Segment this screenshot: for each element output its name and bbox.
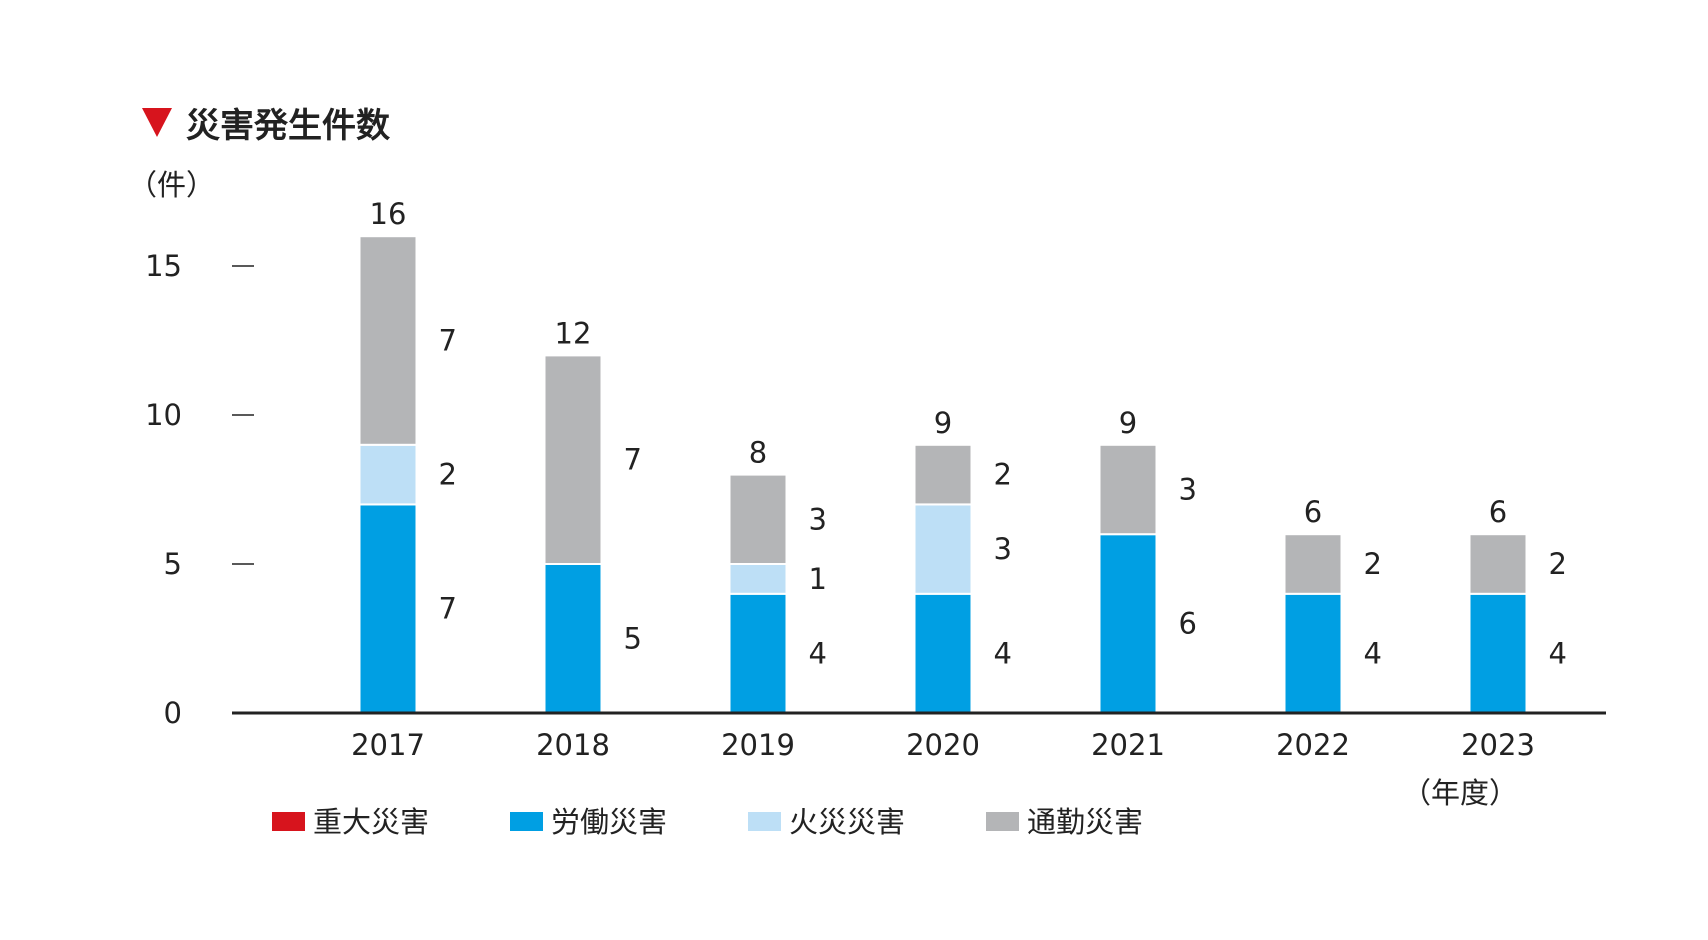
bar-segment: [358, 503, 418, 714]
legend-swatch: [986, 812, 1019, 831]
bar-total-label: 6: [1489, 495, 1507, 529]
bar-total-label: 9: [1119, 406, 1137, 440]
segment-value-label: 2: [1549, 547, 1567, 581]
legend: 重大災害 労働災害 火災災害 通勤災害: [272, 805, 1143, 839]
bar-segment: [1283, 592, 1343, 714]
legend-swatch: [272, 812, 305, 831]
bar-segment: [543, 354, 603, 565]
segment-value-label: 7: [624, 443, 642, 477]
x-axis-suffix: （年度）: [1402, 776, 1518, 810]
bar-segment: [1098, 443, 1158, 536]
x-tick-label: 2018: [536, 728, 610, 762]
legend-label: 通勤災害: [1027, 805, 1143, 839]
legend-label: 労働災害: [551, 805, 667, 839]
bar-segment: [1468, 592, 1528, 714]
legend-swatch: [510, 812, 543, 831]
segment-value-label: 6: [1179, 607, 1197, 641]
x-tick-label: 2017: [351, 728, 425, 762]
bar-segment: [543, 563, 603, 714]
y-tick-label: 0: [164, 696, 182, 730]
bar-segment: [728, 473, 788, 566]
bar-segment: [913, 592, 973, 714]
legend-swatch: [748, 812, 781, 831]
y-tick-label: 10: [145, 398, 182, 432]
x-tick-label: 2023: [1461, 728, 1535, 762]
segment-value-label: 4: [1364, 636, 1382, 670]
x-axis: 2017 2018 2019 2020 2021 2022 2023: [351, 728, 1535, 762]
chart-title: 災害発生件数: [186, 106, 390, 146]
bar-total-label: 6: [1304, 495, 1322, 529]
x-tick-label: 2019: [721, 728, 795, 762]
segment-value-label: 2: [994, 458, 1012, 492]
bar-segment: [913, 443, 973, 506]
segment-value-label: 4: [809, 636, 827, 670]
bar-total-label: 8: [749, 436, 767, 470]
segment-value-label: 7: [439, 324, 457, 358]
x-tick-label: 2022: [1276, 728, 1350, 762]
segment-value-label: 5: [624, 622, 642, 656]
x-tick-label: 2020: [906, 728, 980, 762]
bar-total-label: 9: [934, 406, 952, 440]
bar-segment: [358, 443, 418, 506]
segment-value-label: 1: [809, 562, 827, 596]
y-tick-label: 5: [164, 547, 182, 581]
bar-segment: [728, 592, 788, 714]
segment-value-label: 3: [809, 502, 827, 536]
legend-label: 火災災害: [789, 805, 905, 839]
bar-total-label: 16: [370, 197, 407, 231]
y-axis: 0 5 10 15: [145, 249, 254, 730]
segment-value-label: 2: [1364, 547, 1382, 581]
segment-value-label: 4: [994, 636, 1012, 670]
x-tick-label: 2021: [1091, 728, 1165, 762]
segment-value-label: 4: [1549, 636, 1567, 670]
bar-segment: [913, 503, 973, 595]
y-tick-label: 15: [145, 249, 182, 283]
bar-segment: [1098, 533, 1158, 715]
bar-total-label: 12: [555, 316, 592, 350]
y-axis-unit: （件）: [128, 168, 215, 202]
bar-segment: [358, 235, 418, 446]
segment-value-label: 7: [439, 592, 457, 626]
title-triangle-icon: [142, 108, 172, 137]
segment-value-label: 3: [1179, 473, 1197, 507]
segment-value-label: 2: [439, 458, 457, 492]
bar-segment: [1283, 533, 1343, 595]
legend-label: 重大災害: [313, 805, 429, 839]
bar-segment: [1468, 533, 1528, 595]
bar-segment: [728, 563, 788, 595]
segment-value-label: 3: [994, 532, 1012, 566]
